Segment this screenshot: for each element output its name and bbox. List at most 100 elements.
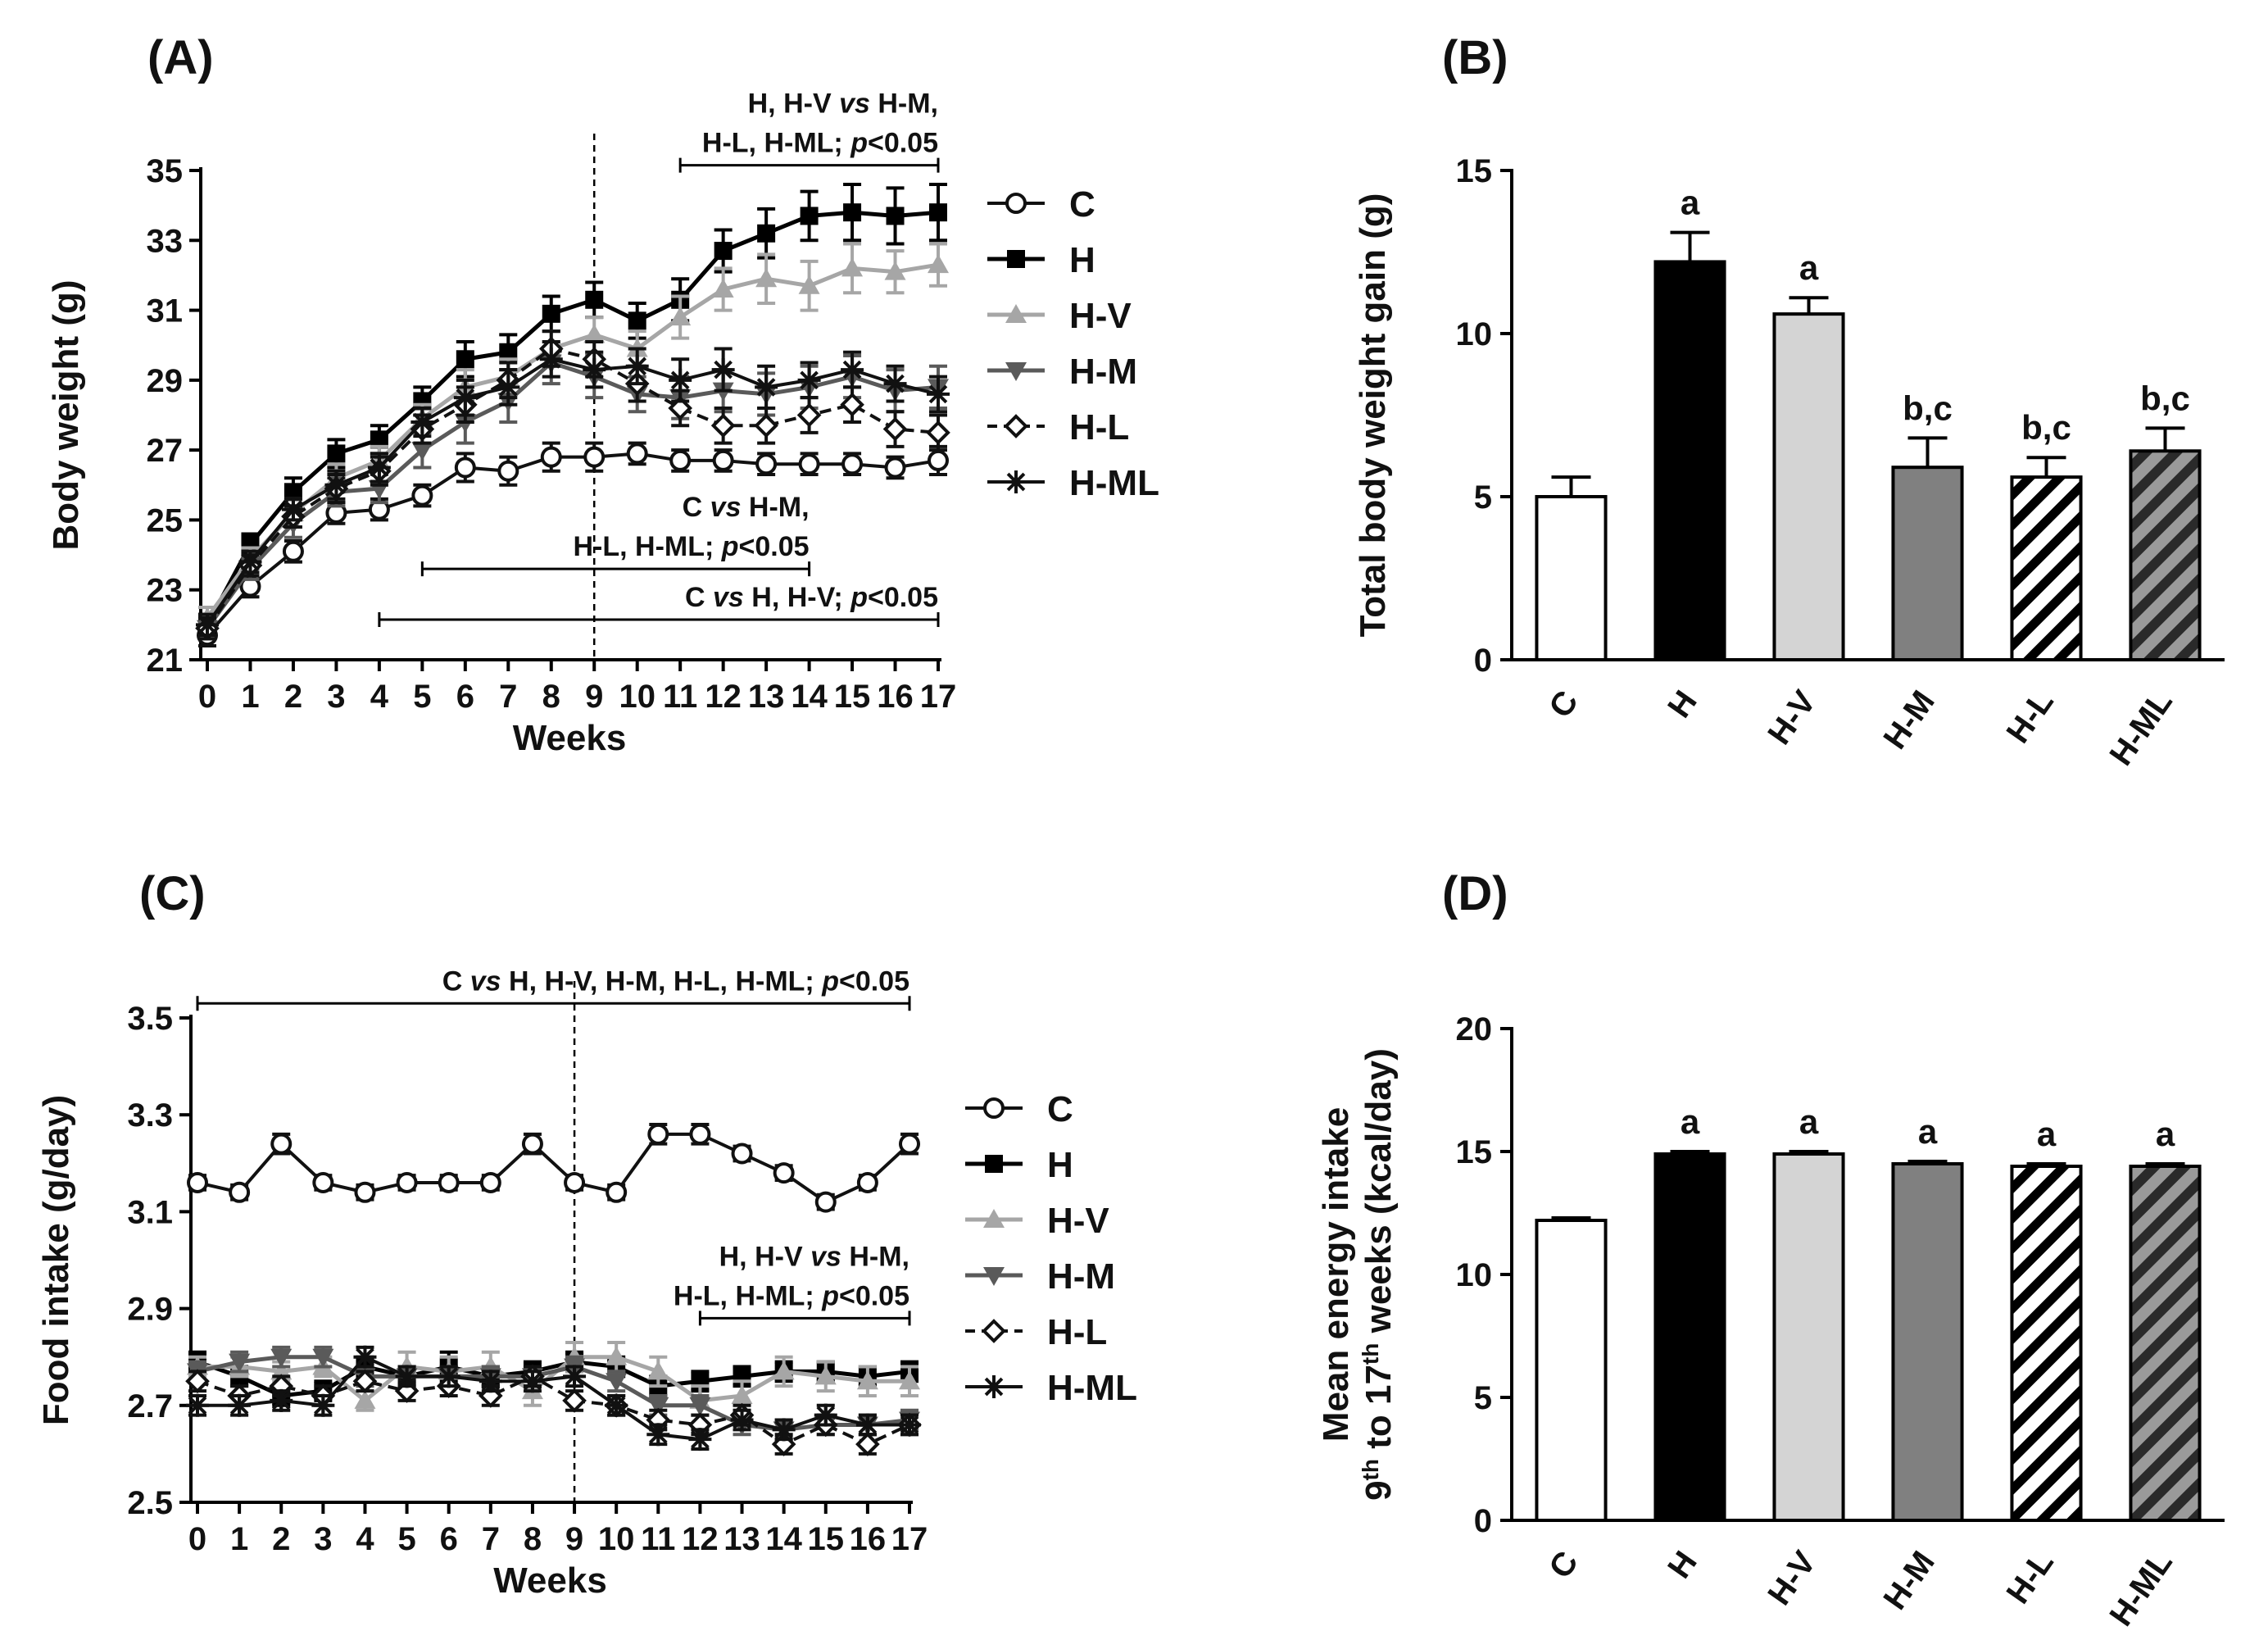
significance-bracket: H, H-V vs H-M, H-L, H-ML; p<0.05 — [678, 89, 940, 173]
data-point — [539, 348, 563, 371]
significance-letter: a — [2156, 1115, 2175, 1153]
legend-item-H: H — [965, 1145, 1073, 1185]
legend-label: H-L — [1047, 1312, 1107, 1352]
bracket-line — [378, 611, 940, 627]
data-point — [454, 457, 476, 479]
data-point — [883, 372, 907, 396]
data-point — [797, 368, 821, 392]
y-tick-label: 35 — [147, 153, 184, 189]
error-bar — [1551, 475, 1591, 497]
y-tick-label: 33 — [147, 223, 184, 259]
legend-marker — [1005, 193, 1027, 214]
bar-H-M: b,c H-M — [1877, 388, 1964, 756]
y-tick-label: 10 — [1456, 1257, 1493, 1293]
bar-H: aH — [1653, 1102, 1726, 1585]
x-tick-label: 4 — [356, 1521, 374, 1557]
bar-H-V: a H-V — [1761, 1102, 1845, 1612]
significance-letter: a — [1681, 184, 1700, 222]
legend-label: H-ML — [1069, 463, 1159, 503]
y-axis-title: Body weight (g) — [46, 280, 86, 551]
category-label: H-V — [1761, 1545, 1823, 1612]
bar-rect — [1891, 466, 1964, 661]
x-tick-label: 9 — [585, 679, 603, 715]
data-point — [843, 203, 862, 222]
y-tick-label: 2.5 — [127, 1485, 173, 1521]
category-label: H-ML — [2102, 684, 2179, 772]
legend-label: H-V — [1069, 296, 1132, 336]
legend-marker — [1005, 470, 1027, 493]
data-point — [886, 207, 905, 225]
category-label: H-L — [2000, 1545, 2061, 1610]
legend-marker — [983, 1209, 1005, 1228]
y-tick-label: 5 — [1474, 1380, 1492, 1416]
series-line — [205, 262, 939, 620]
y-tick-label: 31 — [147, 293, 184, 329]
bracket-line — [678, 157, 940, 173]
data-point — [563, 1365, 587, 1388]
data-point — [814, 1403, 837, 1427]
significance-letter: a — [2037, 1115, 2057, 1153]
x-tick-label: 3 — [327, 679, 345, 715]
bracket-label: H-L, H-ML; p<0.05 — [702, 128, 938, 159]
y-tick-label: 27 — [147, 433, 184, 469]
bar-rect — [1653, 260, 1726, 661]
bar-H-M: a H-M — [1877, 1112, 1964, 1616]
legend-item-H-V: H-V — [987, 296, 1132, 336]
data-point — [773, 1162, 795, 1184]
data-point — [370, 430, 388, 449]
x-tick-label: 3 — [314, 1521, 332, 1557]
x-tick-label: 4 — [370, 679, 389, 715]
data-point — [714, 242, 733, 261]
category-label: H-L — [2000, 684, 2061, 750]
data-point — [841, 453, 864, 475]
data-point — [196, 613, 219, 637]
data-point — [840, 392, 864, 417]
data-point — [605, 1393, 628, 1417]
data-point — [628, 311, 646, 330]
x-tick-label: 16 — [850, 1521, 887, 1557]
data-point — [646, 1423, 670, 1447]
significance-bracket: C vs H, H-V, H-M, H-L, H-ML; p<0.05 — [196, 965, 911, 1011]
data-point — [625, 354, 649, 378]
y-tick-label: 23 — [147, 573, 184, 609]
data-point — [411, 442, 433, 461]
data-point — [730, 1408, 754, 1432]
data-point — [270, 1133, 293, 1155]
y-tick-label: 21 — [147, 643, 184, 679]
significance-bracket: C vs H-M, H-L, H-ML; p<0.05 — [420, 492, 811, 577]
x-tick-label: 0 — [198, 679, 216, 715]
data-point — [229, 1181, 251, 1203]
data-point — [311, 1393, 335, 1417]
data-point — [855, 1432, 880, 1456]
y-tick-label: 10 — [1456, 316, 1493, 352]
data-point — [772, 1418, 796, 1442]
data-point — [856, 1171, 878, 1193]
data-point — [354, 1389, 376, 1409]
data-point — [453, 386, 477, 410]
data-point — [395, 1365, 419, 1388]
bar-H: aH — [1653, 184, 1726, 725]
data-point — [270, 1388, 293, 1412]
legend-marker — [1005, 362, 1027, 381]
data-point — [898, 1413, 921, 1437]
data-point — [884, 457, 906, 479]
bracket-label: C vs H-M, — [683, 492, 810, 523]
y-axis-title: Total body weight gain (g) — [1353, 193, 1393, 638]
series-line — [197, 1132, 911, 1204]
data-point — [542, 304, 560, 323]
data-point — [647, 1397, 669, 1416]
x-tick-label: 15 — [808, 1521, 845, 1557]
x-tick-label: 5 — [397, 1521, 415, 1557]
x-tick-label: 5 — [413, 679, 431, 715]
legend-item-H-M: H-M — [987, 352, 1137, 392]
data-point — [327, 444, 346, 463]
x-tick-label: 17 — [920, 679, 957, 715]
data-point — [668, 396, 693, 420]
series-C — [197, 441, 949, 647]
data-point — [497, 460, 519, 482]
y-tick-label: 3.3 — [127, 1097, 173, 1133]
x-tick-label: 7 — [499, 679, 517, 715]
x-tick-label: 10 — [619, 679, 655, 715]
data-point — [796, 402, 822, 428]
